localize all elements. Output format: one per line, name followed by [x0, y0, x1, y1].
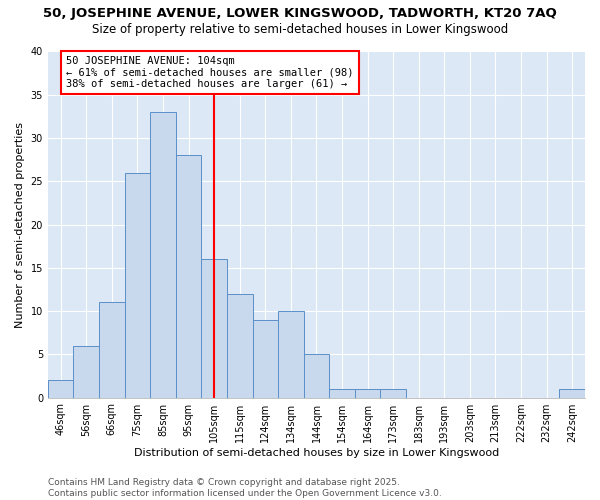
Bar: [329, 389, 355, 398]
Text: Size of property relative to semi-detached houses in Lower Kingswood: Size of property relative to semi-detach…: [92, 22, 508, 36]
Bar: [99, 302, 125, 398]
Bar: [380, 389, 406, 398]
Bar: [559, 389, 585, 398]
Text: 50 JOSEPHINE AVENUE: 104sqm
← 61% of semi-detached houses are smaller (98)
38% o: 50 JOSEPHINE AVENUE: 104sqm ← 61% of sem…: [66, 56, 353, 89]
Bar: [355, 389, 380, 398]
Bar: [73, 346, 99, 398]
Bar: [253, 320, 278, 398]
Bar: [150, 112, 176, 398]
Text: 50, JOSEPHINE AVENUE, LOWER KINGSWOOD, TADWORTH, KT20 7AQ: 50, JOSEPHINE AVENUE, LOWER KINGSWOOD, T…: [43, 8, 557, 20]
Bar: [48, 380, 73, 398]
X-axis label: Distribution of semi-detached houses by size in Lower Kingswood: Distribution of semi-detached houses by …: [134, 448, 499, 458]
Text: Contains HM Land Registry data © Crown copyright and database right 2025.
Contai: Contains HM Land Registry data © Crown c…: [48, 478, 442, 498]
Bar: [278, 311, 304, 398]
Bar: [304, 354, 329, 398]
Y-axis label: Number of semi-detached properties: Number of semi-detached properties: [15, 122, 25, 328]
Bar: [227, 294, 253, 398]
Bar: [176, 156, 202, 398]
Bar: [125, 172, 150, 398]
Bar: [202, 259, 227, 398]
